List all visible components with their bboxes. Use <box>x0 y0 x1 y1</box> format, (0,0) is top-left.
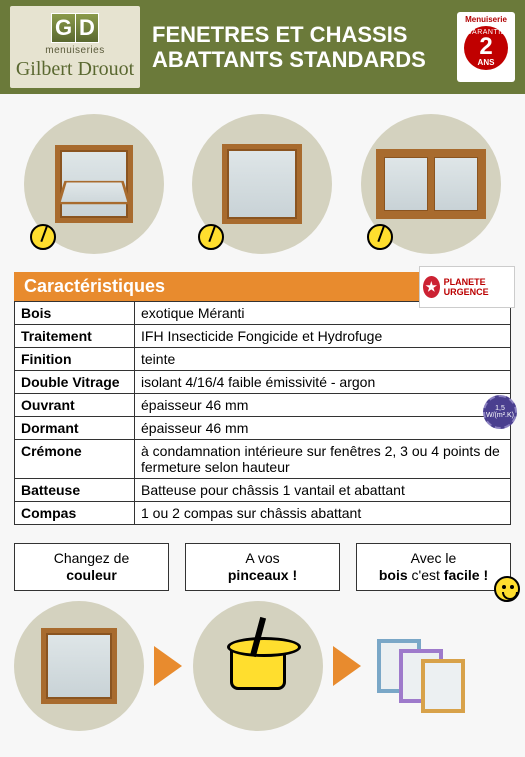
window-pane <box>431 154 481 214</box>
window-illustration <box>55 145 133 223</box>
warranty-unit: ANS <box>478 58 495 67</box>
planete-icon <box>423 276 440 298</box>
arrow-icon <box>154 646 182 686</box>
callout-text: A vos <box>245 550 279 566</box>
spec-key: Crémone <box>15 440 135 479</box>
spec-value: isolant 4/16/4 faible émissivité - argon <box>135 371 511 394</box>
callout-strong: couleur <box>66 567 117 583</box>
spec-key: Double Vitrage <box>15 371 135 394</box>
window-illustration <box>41 628 117 704</box>
table-row: Compas1 ou 2 compas sur châssis abattant <box>15 502 511 525</box>
product-image-single-window <box>192 114 332 254</box>
warranty-top: Menuiserie <box>465 15 507 24</box>
thermal-cert-badge: 1,5 W/(m².K) <box>483 395 517 429</box>
table-row: Crémoneà condamnation intérieure sur fen… <box>15 440 511 479</box>
brand-logo: G D menuiseries Gilbert Drouot <box>10 6 140 88</box>
planete-label: PLANETE URGENCE <box>444 277 511 297</box>
paint-icon <box>367 224 393 250</box>
product-images-row <box>0 94 525 266</box>
color-swatch <box>421 659 465 713</box>
logo-subtext: menuiseries <box>45 45 104 56</box>
flow-step-result <box>377 639 517 693</box>
paint-icon <box>198 224 224 250</box>
callout-text: Changez de <box>54 550 130 566</box>
spec-key: Traitement <box>15 325 135 348</box>
spec-value: épaisseur 46 mm <box>135 394 511 417</box>
callout-strong: pinceaux ! <box>228 567 297 583</box>
window-illustration <box>376 149 486 219</box>
callout-text: c'est <box>408 567 444 583</box>
logo-initials: G D <box>51 13 99 43</box>
callout-easy-wood: Avec le bois c'est facile ! <box>356 543 511 591</box>
paint-process-row <box>14 601 511 731</box>
spec-value: à condamnation intérieure sur fenêtres 2… <box>135 440 511 479</box>
spec-value: IFH Insecticide Fongicide et Hydrofuge <box>135 325 511 348</box>
spec-value: teinte <box>135 348 511 371</box>
spec-value: 1 ou 2 compas sur châssis abattant <box>135 502 511 525</box>
characteristics-tbody: Boisexotique MérantiTraitementIFH Insect… <box>15 302 511 525</box>
callout-change-color: Changez de couleur <box>14 543 169 591</box>
characteristics-table: Boisexotique MérantiTraitementIFH Insect… <box>14 301 511 525</box>
table-row: Ouvrantépaisseur 46 mm <box>15 394 511 417</box>
paint-can-icon <box>230 642 286 690</box>
product-image-tilt-window <box>24 114 164 254</box>
table-row: Finitionteinte <box>15 348 511 371</box>
callout-brushes: A vos pinceaux ! <box>185 543 340 591</box>
warranty-years: 2 <box>479 36 492 58</box>
table-row: TraitementIFH Insecticide Fongicide et H… <box>15 325 511 348</box>
page-header: G D menuiseries Gilbert Drouot FENETRES … <box>0 0 525 94</box>
title-line1: FENETRES ET CHASSIS <box>152 22 457 47</box>
callout-text: Avec le <box>411 550 457 566</box>
table-row: Double Vitrageisolant 4/16/4 faible émis… <box>15 371 511 394</box>
paint-icon <box>30 224 56 250</box>
spec-key: Ouvrant <box>15 394 135 417</box>
smiley-icon <box>494 576 520 602</box>
spec-key: Compas <box>15 502 135 525</box>
logo-d: D <box>75 13 99 43</box>
planete-urgence-badge: PLANETE URGENCE <box>419 266 515 308</box>
spec-key: Finition <box>15 348 135 371</box>
paint-callouts-row: Changez de couleur A vos pinceaux ! Avec… <box>14 543 511 591</box>
table-row: BatteuseBatteuse pour châssis 1 vantail … <box>15 479 511 502</box>
window-illustration <box>222 144 302 224</box>
warranty-badge: Menuiserie GARANTIE 2 ANS <box>457 12 515 82</box>
arrow-icon <box>333 646 361 686</box>
table-row: Dormantépaisseur 46 mm <box>15 417 511 440</box>
spec-key: Batteuse <box>15 479 135 502</box>
callout-strong: facile ! <box>444 567 488 583</box>
spec-key: Bois <box>15 302 135 325</box>
logo-g: G <box>51 13 75 43</box>
page-title: FENETRES ET CHASSIS ABATTANTS STANDARDS <box>140 22 457 73</box>
window-pane <box>381 154 431 214</box>
flow-step-paint <box>193 601 323 731</box>
product-image-double-window <box>361 114 501 254</box>
callout-strong: bois <box>379 567 408 583</box>
spec-value: Batteuse pour châssis 1 vantail et abatt… <box>135 479 511 502</box>
flow-step-window <box>14 601 144 731</box>
characteristics-header: Caractéristiques PLANETE URGENCE <box>14 272 511 301</box>
warranty-circle: GARANTIE 2 ANS <box>464 26 508 70</box>
logo-brandname: Gilbert Drouot <box>16 58 134 81</box>
spec-key: Dormant <box>15 417 135 440</box>
spec-value: épaisseur 46 mm <box>135 417 511 440</box>
title-line2: ABATTANTS STANDARDS <box>152 47 457 72</box>
